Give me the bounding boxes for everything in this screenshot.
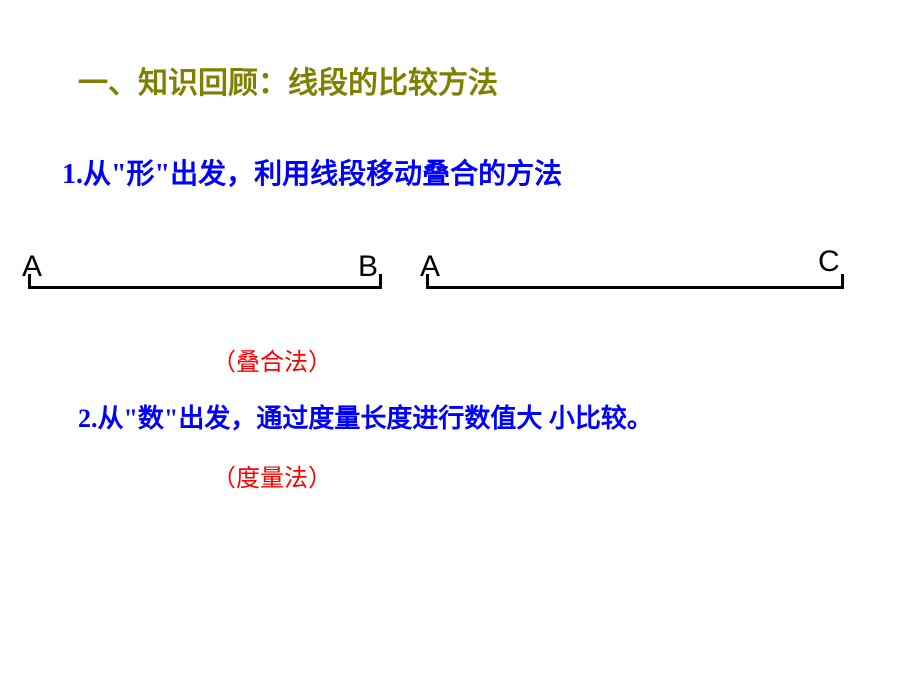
- segment2-line: [426, 286, 844, 289]
- segment1-label-a: A: [22, 250, 42, 284]
- segment1-tick-left: [28, 274, 31, 288]
- note-2-text: （度量法）: [212, 458, 332, 493]
- segment2-tick-right: [841, 274, 844, 288]
- note-1-text: （叠合法）: [212, 342, 332, 377]
- segment2-tick-left: [426, 274, 429, 288]
- segment1-line: [28, 286, 382, 289]
- method-2-text: 2.从"数"出发，通过度量长度进行数值大 小比较。: [78, 398, 653, 435]
- section-heading: 一、知识回顾：线段的比较方法: [78, 58, 498, 102]
- segment2-label-c: C: [818, 245, 840, 279]
- segment2-label-a: A: [420, 250, 440, 284]
- segment1-tick-right: [379, 274, 382, 288]
- method-1-text: 1.从"形"出发，利用线段移动叠合的方法: [62, 152, 562, 192]
- segment1-label-b: B: [358, 250, 378, 284]
